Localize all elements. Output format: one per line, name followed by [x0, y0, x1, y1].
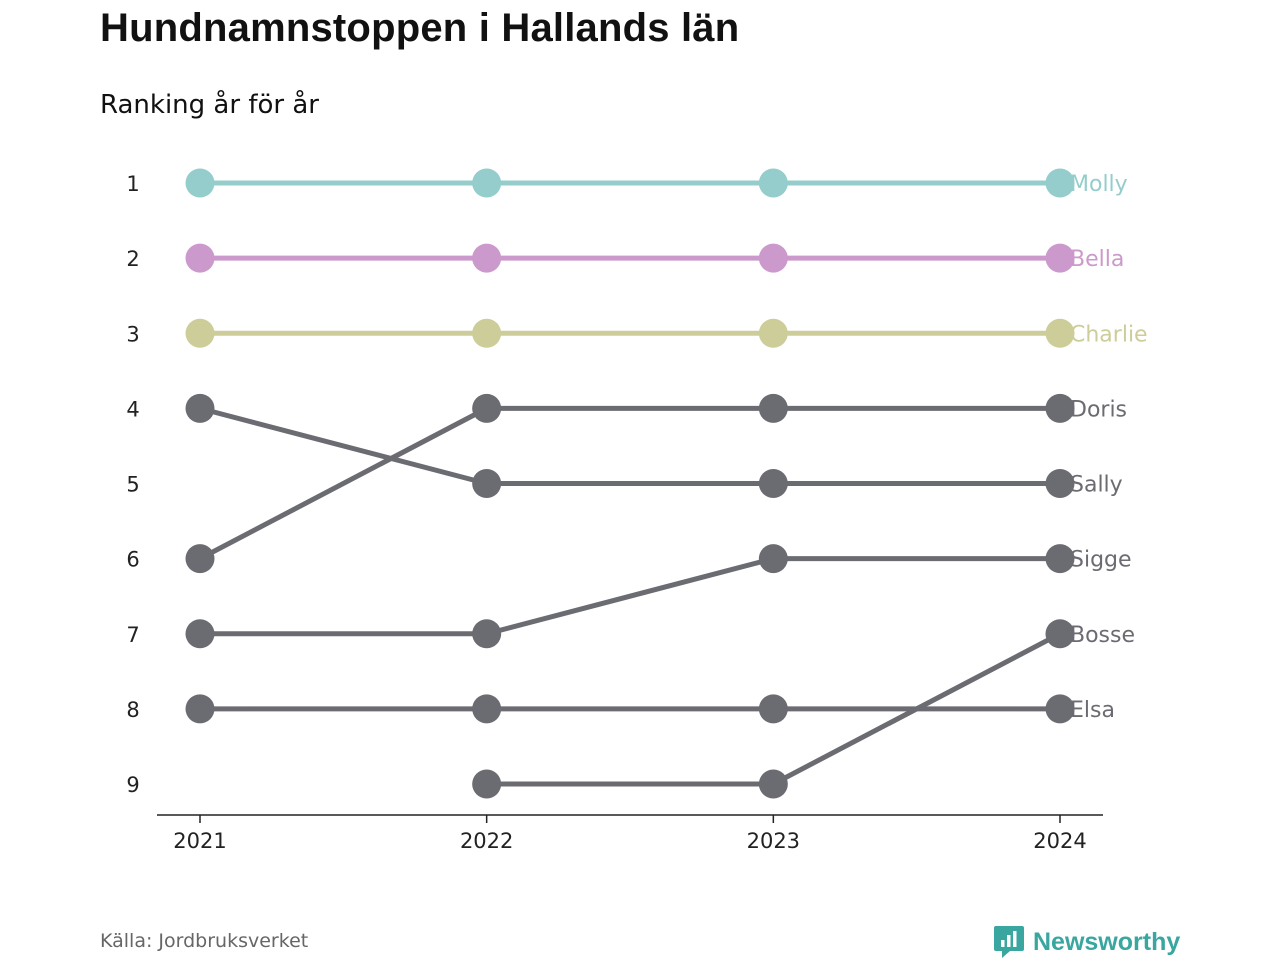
data-point-sigge [185, 619, 215, 649]
data-point-elsa [185, 694, 215, 724]
data-point-sigge [472, 619, 502, 649]
data-point-doris [185, 544, 215, 574]
data-point-charlie [472, 318, 502, 348]
series-label-bella: Bella [1070, 247, 1124, 272]
series-label-sigge: Sigge [1070, 548, 1132, 573]
data-point-molly [472, 168, 502, 198]
chart-subtitle: Ranking år för år [100, 90, 319, 120]
data-point-doris [758, 393, 788, 423]
y-tick-label: 3 [126, 322, 139, 346]
chart-title: Hundnamnstoppen i Hallands län [100, 6, 740, 50]
data-point-bosse [1045, 619, 1075, 649]
data-point-sally [1045, 469, 1075, 498]
data-point-molly [185, 168, 215, 198]
x-tick-label: 2022 [460, 829, 513, 853]
data-point-molly [758, 168, 788, 198]
data-point-bella [758, 243, 788, 273]
data-point-elsa [472, 694, 502, 724]
data-point-sally [472, 469, 502, 498]
y-tick-label: 6 [126, 548, 139, 572]
data-point-molly [1045, 168, 1075, 198]
data-point-sigge [758, 544, 788, 574]
data-point-elsa [1045, 694, 1075, 724]
y-tick-label: 9 [126, 773, 139, 797]
y-tick-label: 8 [126, 698, 139, 722]
y-tick-label: 5 [126, 473, 139, 497]
brand-logo[interactable]: Newsworthy [993, 924, 1180, 960]
x-tick-label: 2021 [173, 829, 226, 853]
data-point-doris [1045, 393, 1075, 423]
series-line-sigge [197, 556, 1063, 637]
series-label-molly: Molly [1070, 172, 1128, 197]
x-tick-label: 2023 [747, 829, 800, 853]
bump-chart: 1 2 3 4 5 6 7 8 9 2021 2022 2023 2024 Molly Bella Charl… [126, 168, 1148, 853]
y-tick-label: 1 [126, 172, 139, 196]
series-line-doris [197, 405, 1063, 562]
data-point-sigge [1045, 544, 1075, 574]
y-tick-label: 2 [126, 247, 139, 271]
series-label-charlie: Charlie [1070, 322, 1148, 347]
series-label-bosse: Bosse [1070, 623, 1135, 648]
series-line-sally [197, 405, 1063, 486]
data-point-sally [758, 469, 788, 498]
series-label-sally: Sally [1070, 473, 1123, 498]
series-label-doris: Doris [1070, 397, 1127, 422]
y-tick-label: 4 [126, 397, 139, 421]
data-point-bella [185, 243, 215, 273]
data-point-charlie [185, 318, 215, 348]
source-note: Källa: Jordbruksverket [100, 930, 309, 952]
data-point-elsa [758, 694, 788, 724]
brand-name: Newsworthy [1033, 927, 1181, 956]
series-label-elsa: Elsa [1070, 698, 1115, 723]
data-point-charlie [758, 318, 788, 348]
data-point-bosse [758, 769, 788, 799]
y-tick-label: 7 [126, 623, 139, 647]
data-point-charlie [1045, 318, 1075, 348]
data-point-sally [185, 393, 215, 423]
data-point-bella [1045, 243, 1075, 273]
newsworthy-logo-icon [994, 926, 1024, 958]
data-point-bella [472, 243, 502, 273]
data-point-doris [472, 393, 502, 423]
data-point-bosse [472, 769, 502, 799]
x-tick-label: 2024 [1033, 829, 1086, 853]
